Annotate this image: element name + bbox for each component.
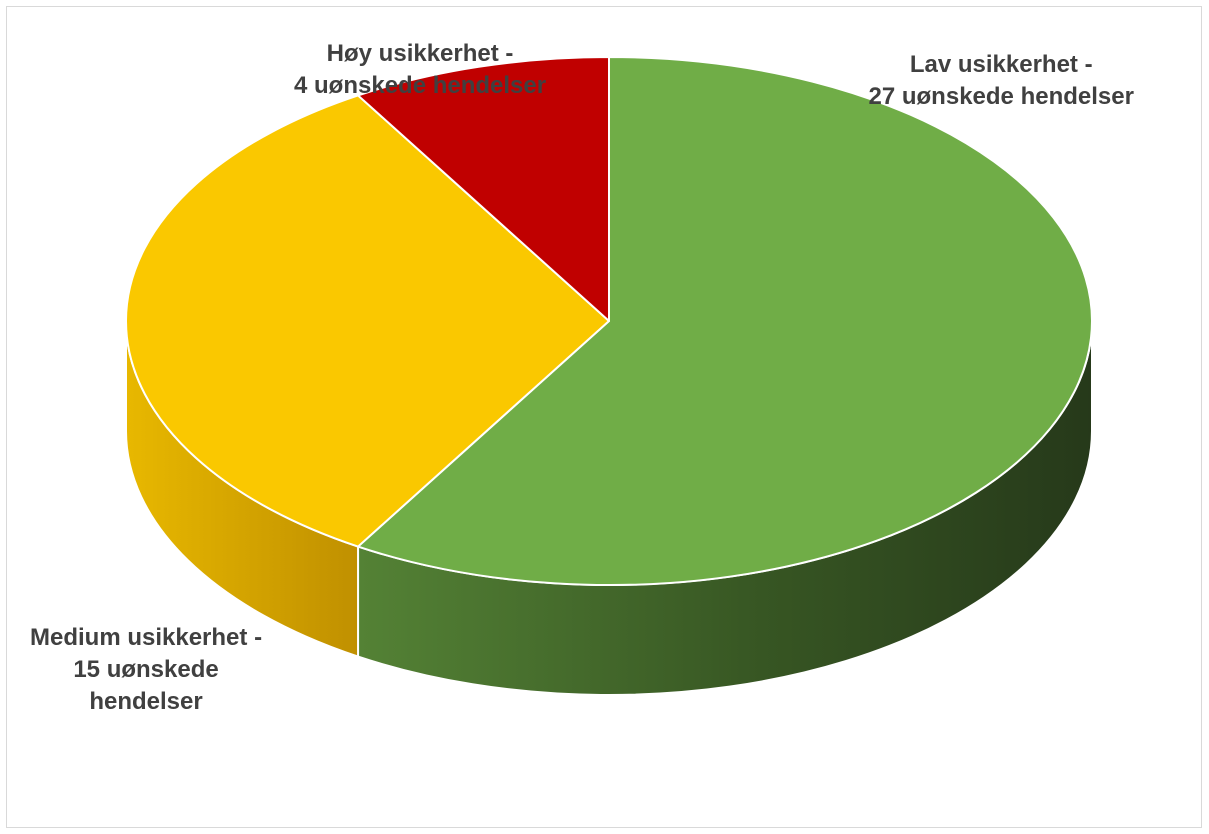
data-label-hoy-usikkerhet: Høy usikkerhet -4 uønskede hendelser	[294, 38, 546, 102]
data-label-line: 27 uønskede hendelser	[869, 81, 1134, 113]
data-label-line: 4 uønskede hendelser	[294, 70, 546, 102]
data-label-lav-usikkerhet: Lav usikkerhet -27 uønskede hendelser	[869, 49, 1134, 113]
data-label-medium-usikkerhet: Medium usikkerhet -15 uønskede hendelser	[30, 622, 262, 718]
data-label-line: 15 uønskede	[30, 654, 262, 686]
data-label-line: Høy usikkerhet -	[294, 38, 546, 70]
data-label-line: Medium usikkerhet -	[30, 622, 262, 654]
data-label-line: hendelser	[30, 686, 262, 718]
data-label-line: Lav usikkerhet -	[869, 49, 1134, 81]
